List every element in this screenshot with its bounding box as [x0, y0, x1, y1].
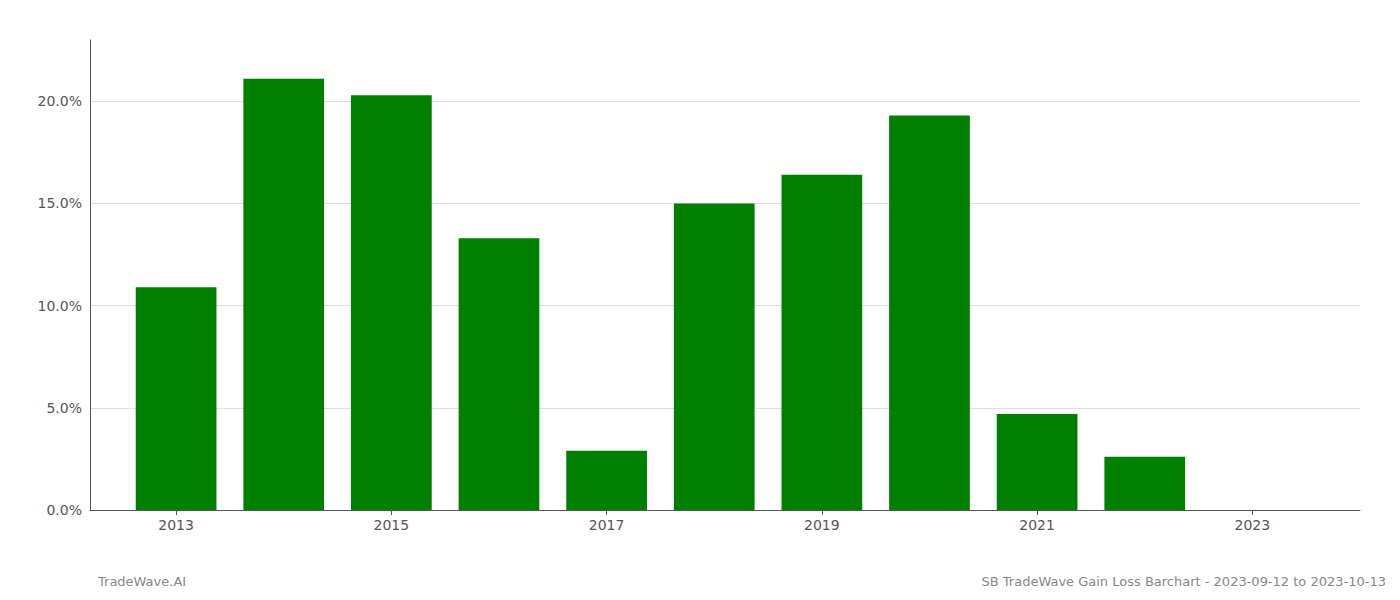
svg-text:0.0%: 0.0% [46, 502, 82, 518]
svg-text:2013: 2013 [158, 517, 194, 533]
svg-text:5.0%: 5.0% [46, 400, 82, 416]
svg-text:2021: 2021 [1019, 517, 1055, 533]
svg-text:15.0%: 15.0% [38, 195, 82, 211]
svg-text:2015: 2015 [374, 517, 410, 533]
svg-text:20.0%: 20.0% [38, 93, 82, 109]
svg-text:2019: 2019 [804, 517, 840, 533]
svg-text:10.0%: 10.0% [38, 298, 82, 314]
svg-text:TradeWave.AI: TradeWave.AI [97, 574, 186, 589]
svg-text:2023: 2023 [1235, 517, 1271, 533]
svg-text:2017: 2017 [589, 517, 625, 533]
svg-text:SB TradeWave Gain Loss Barchar: SB TradeWave Gain Loss Barchart - 2023-0… [982, 574, 1387, 589]
